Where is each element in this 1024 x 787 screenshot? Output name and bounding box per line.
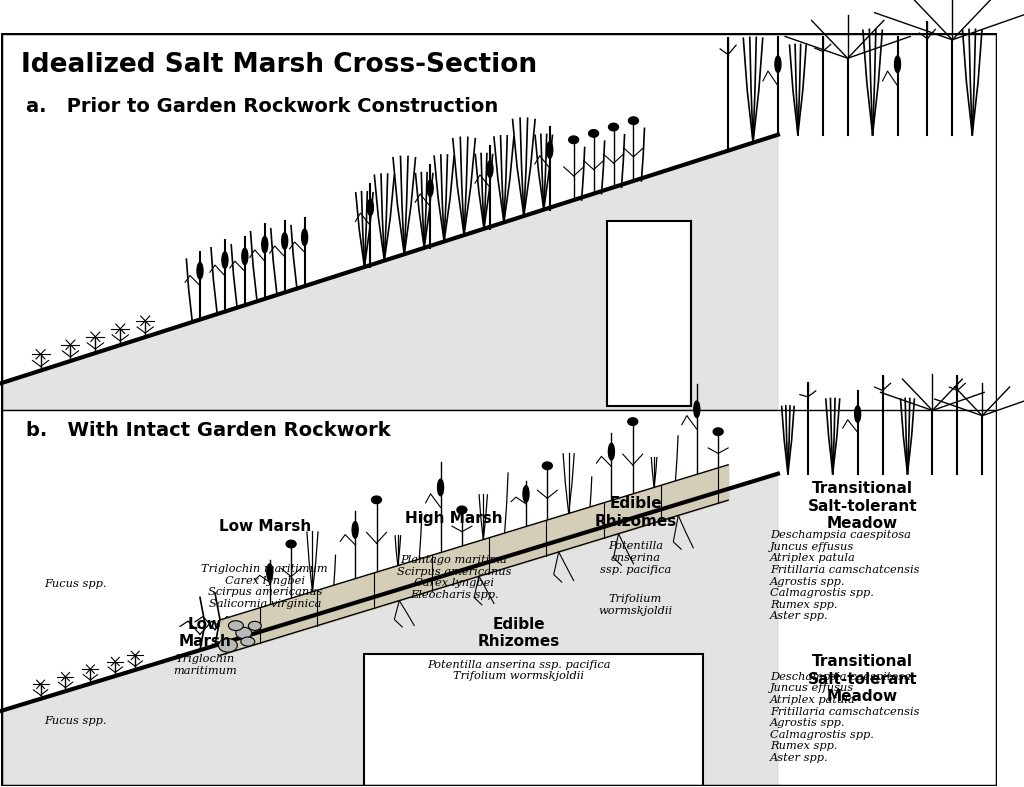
Text: a.   Prior to Garden Rockwork Construction: a. Prior to Garden Rockwork Construction bbox=[26, 97, 498, 116]
Ellipse shape bbox=[775, 56, 781, 72]
Circle shape bbox=[286, 540, 296, 548]
Ellipse shape bbox=[302, 229, 307, 246]
Circle shape bbox=[629, 117, 638, 124]
Ellipse shape bbox=[523, 486, 529, 502]
Text: Potentilla
anserina
ssp. pacifica: Potentilla anserina ssp. pacifica bbox=[600, 541, 671, 575]
Ellipse shape bbox=[487, 161, 493, 177]
Circle shape bbox=[457, 506, 467, 514]
Ellipse shape bbox=[547, 142, 553, 158]
Ellipse shape bbox=[427, 180, 433, 197]
Ellipse shape bbox=[248, 622, 261, 630]
Text: Fucus spp.: Fucus spp. bbox=[44, 716, 106, 726]
Text: Deschampsia caespitosa
Juncus effusus
Atriplex patula
Fritillaria camschatcensis: Deschampsia caespitosa Juncus effusus At… bbox=[770, 530, 920, 622]
Text: Edible
Rhizomes: Edible Rhizomes bbox=[478, 617, 560, 649]
Polygon shape bbox=[1, 474, 778, 786]
Text: Edible
Rhizomes: Edible Rhizomes bbox=[594, 497, 677, 529]
Text: Triglochin
maritimum: Triglochin maritimum bbox=[173, 655, 237, 676]
Text: Low Marsh: Low Marsh bbox=[219, 519, 311, 534]
Circle shape bbox=[568, 136, 579, 143]
Ellipse shape bbox=[228, 621, 244, 630]
Text: Plantago maritima
Scirpus americanus
Carex lyngbei
Eleocharis spp.: Plantago maritima Scirpus americanus Car… bbox=[397, 555, 511, 600]
Text: Triglochin maritimum
Carex lyngbei
Scirpus americanus
Salicornia virginica: Triglochin maritimum Carex lyngbei Scirp… bbox=[202, 564, 328, 609]
Circle shape bbox=[713, 428, 723, 435]
Bar bbox=[606, 221, 691, 406]
Text: Trifolium
wormskjoldii: Trifolium wormskjoldii bbox=[598, 594, 673, 615]
Ellipse shape bbox=[242, 248, 248, 264]
Circle shape bbox=[372, 496, 382, 504]
Ellipse shape bbox=[236, 627, 252, 638]
Circle shape bbox=[628, 418, 638, 425]
Ellipse shape bbox=[368, 199, 374, 216]
Ellipse shape bbox=[222, 252, 228, 268]
Polygon shape bbox=[1, 135, 778, 410]
Ellipse shape bbox=[855, 406, 860, 423]
Text: b.   With Intact Garden Rockwork: b. With Intact Garden Rockwork bbox=[26, 421, 390, 440]
Text: Potentilla anserina ssp. pacifica
Trifolium wormskjoldii: Potentilla anserina ssp. pacifica Trifol… bbox=[427, 660, 610, 682]
Text: Transitional
Salt-tolerant
Meadow: Transitional Salt-tolerant Meadow bbox=[808, 481, 918, 531]
Bar bbox=[365, 655, 703, 786]
Text: Transitional
Salt-tolerant
Meadow: Transitional Salt-tolerant Meadow bbox=[808, 655, 918, 704]
Ellipse shape bbox=[241, 637, 255, 646]
Ellipse shape bbox=[694, 401, 699, 418]
Ellipse shape bbox=[218, 638, 238, 652]
Circle shape bbox=[589, 130, 599, 137]
Text: Fucus spp.: Fucus spp. bbox=[44, 579, 106, 589]
Ellipse shape bbox=[608, 443, 614, 460]
Ellipse shape bbox=[282, 233, 288, 249]
Circle shape bbox=[543, 462, 552, 470]
Ellipse shape bbox=[437, 479, 443, 496]
Text: Low
Marsh: Low Marsh bbox=[178, 617, 231, 649]
Ellipse shape bbox=[266, 564, 272, 581]
Text: Deschampsia caespitosa
Juncus effusus
Atriplex patula
Fritillaria camschatcensis: Deschampsia caespitosa Juncus effusus At… bbox=[770, 672, 920, 763]
Circle shape bbox=[608, 124, 618, 131]
Text: High Marsh: High Marsh bbox=[406, 512, 503, 527]
Ellipse shape bbox=[895, 56, 900, 72]
Ellipse shape bbox=[197, 262, 203, 279]
Ellipse shape bbox=[352, 522, 358, 538]
Text: Idealized Salt Marsh Cross-Section: Idealized Salt Marsh Cross-Section bbox=[20, 52, 537, 78]
Ellipse shape bbox=[262, 236, 267, 253]
